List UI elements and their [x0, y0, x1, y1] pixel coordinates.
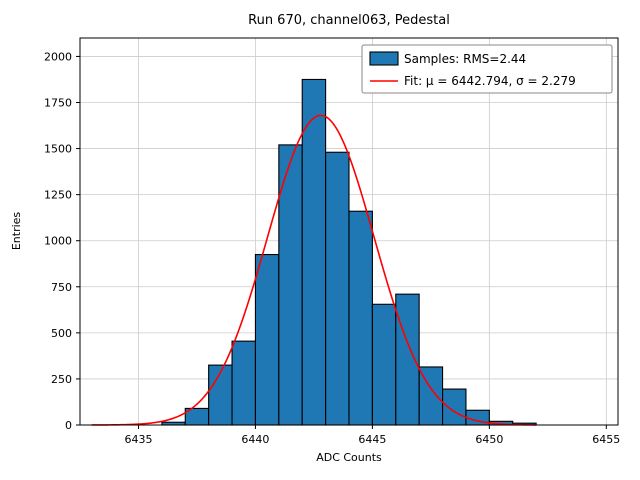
y-tick-label: 1750 [44, 97, 72, 110]
y-tick-label: 1500 [44, 143, 72, 156]
x-tick-label: 6445 [358, 433, 386, 446]
gaussian-fit-curve [91, 114, 537, 426]
legend-frame [361, 44, 613, 94]
legend-samples-label: Samples: RMS=2.44 [404, 52, 526, 66]
x-tick-label: 6440 [241, 433, 269, 446]
histogram-bar [348, 210, 373, 426]
y-tick-label: 2000 [44, 50, 72, 63]
y-tick-label: 0 [65, 419, 72, 432]
y-axis-ticks: 0 250 500 750 1000 1250 1500 1750 2000 [44, 50, 80, 432]
histogram-bars [161, 78, 537, 426]
histogram-bar [325, 151, 350, 426]
y-tick-label: 1250 [44, 189, 72, 202]
x-axis-ticks: 6435 6440 6445 6450 6455 [124, 425, 620, 446]
x-tick-label: 6455 [592, 433, 620, 446]
x-axis-label: ADC Counts [316, 451, 382, 464]
y-tick-label: 1000 [44, 235, 72, 248]
x-tick-label: 6450 [475, 433, 503, 446]
histogram-bar [231, 340, 256, 426]
histogram-bar [442, 388, 467, 426]
y-tick-label: 750 [51, 281, 72, 294]
y-axis-label: Entries [10, 212, 23, 251]
plot-border [79, 37, 619, 426]
chart-title: Run 670, channel063, Pedestal [248, 13, 450, 28]
histogram-bar [254, 253, 280, 426]
legend-fit-label: Fit: μ = 6442.794, σ = 2.279 [404, 74, 576, 88]
x-tick-label: 6435 [124, 433, 152, 446]
y-tick-label: 500 [51, 327, 72, 340]
histogram-bar [301, 78, 327, 426]
legend: Samples: RMS=2.44 Fit: μ = 6442.794, σ =… [361, 44, 613, 94]
legend-samples-swatch [369, 51, 399, 66]
y-tick-label: 250 [51, 373, 72, 386]
histogram-bar [371, 303, 397, 426]
